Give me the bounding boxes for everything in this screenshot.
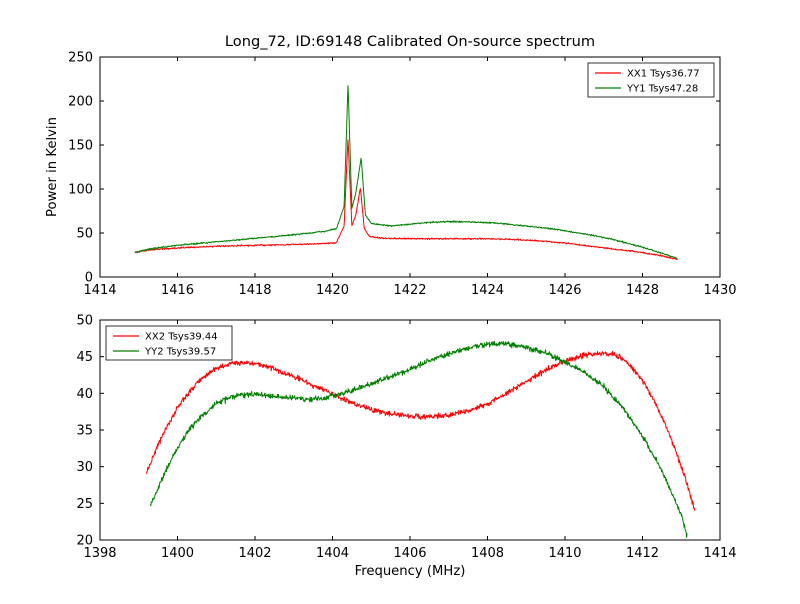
series-line-xx1 — [134, 139, 678, 261]
x-tick-label: 1412 — [626, 546, 659, 561]
legend-label: XX2 Tsys39.44 — [145, 332, 218, 343]
series-line-yy2 — [149, 340, 688, 538]
legend-box — [587, 62, 715, 98]
x-tick-label: 1402 — [238, 546, 271, 561]
y-tick-label: 50 — [76, 314, 93, 329]
chart-title: Long_72, ID:69148 Calibrated On-source s… — [225, 33, 595, 50]
y-tick-label: 35 — [76, 424, 93, 439]
y-tick-label: 100 — [68, 183, 93, 198]
y-tick-label: 0 — [85, 271, 93, 286]
x-axis-label: Frequency (MHz) — [355, 564, 466, 579]
legend-label: XX1 Tsys36.77 — [627, 69, 700, 80]
y-tick-label: 20 — [76, 534, 93, 549]
y-tick-label: 150 — [68, 139, 93, 154]
x-tick-label: 1414 — [83, 283, 116, 298]
legend-label: YY1 Tsys47.28 — [626, 84, 698, 95]
x-tick-label: 1406 — [393, 546, 426, 561]
y-tick-label: 200 — [68, 95, 93, 110]
y-tick-label: 30 — [76, 460, 93, 475]
legend: XX2 Tsys39.44 YY2 Tsys39.57 — [105, 325, 233, 361]
y-tick-label: 50 — [76, 227, 93, 242]
y-tick-label: 45 — [76, 350, 93, 365]
y-tick-label: 40 — [76, 387, 93, 402]
x-tick-label: 1416 — [161, 283, 194, 298]
top-subplot: 1414 1416 1418 1420 1422 1424 1426 1428 1430 0 50 1… — [68, 51, 736, 299]
x-tick-label: 1398 — [83, 546, 116, 561]
x-tick-label: 1426 — [548, 283, 581, 298]
y-tick-label: 250 — [68, 51, 93, 66]
series-line-xx2 — [146, 350, 696, 511]
x-tick-label: 1422 — [393, 283, 426, 298]
legend: XX1 Tsys36.77 YY1 Tsys47.28 — [587, 62, 715, 98]
x-tick-label: 1418 — [238, 283, 271, 298]
x-tick-label: 1408 — [471, 546, 504, 561]
legend-box — [105, 325, 233, 361]
bottom-subplot: 1398 1400 1402 1404 1406 1408 1410 1412 1414 20 25… — [76, 314, 736, 562]
x-tick-label: 1430 — [703, 283, 736, 298]
x-tick-label: 1404 — [316, 546, 349, 561]
y-tick-label: 25 — [76, 497, 93, 512]
series-line-yy1 — [134, 84, 678, 260]
legend-label: YY2 Tsys39.57 — [144, 347, 216, 358]
x-tick-label: 1424 — [471, 283, 504, 298]
x-tick-label: 1420 — [316, 283, 349, 298]
x-tick-label: 1400 — [161, 546, 194, 561]
y-axis-label: Power in Kelvin — [45, 117, 60, 217]
x-tick-label: 1414 — [703, 546, 736, 561]
x-tick-label: 1410 — [548, 546, 581, 561]
x-tick-label: 1428 — [626, 283, 659, 298]
